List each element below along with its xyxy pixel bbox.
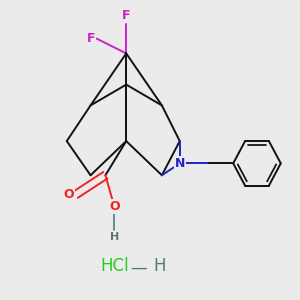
Text: O: O: [64, 188, 74, 201]
Text: N: N: [175, 157, 185, 170]
Text: H: H: [153, 257, 166, 275]
Text: O: O: [109, 200, 120, 213]
Text: H: H: [110, 232, 119, 242]
Text: HCl: HCl: [100, 257, 129, 275]
Text: —: —: [130, 258, 146, 276]
Text: F: F: [86, 32, 95, 45]
Text: F: F: [122, 9, 130, 22]
